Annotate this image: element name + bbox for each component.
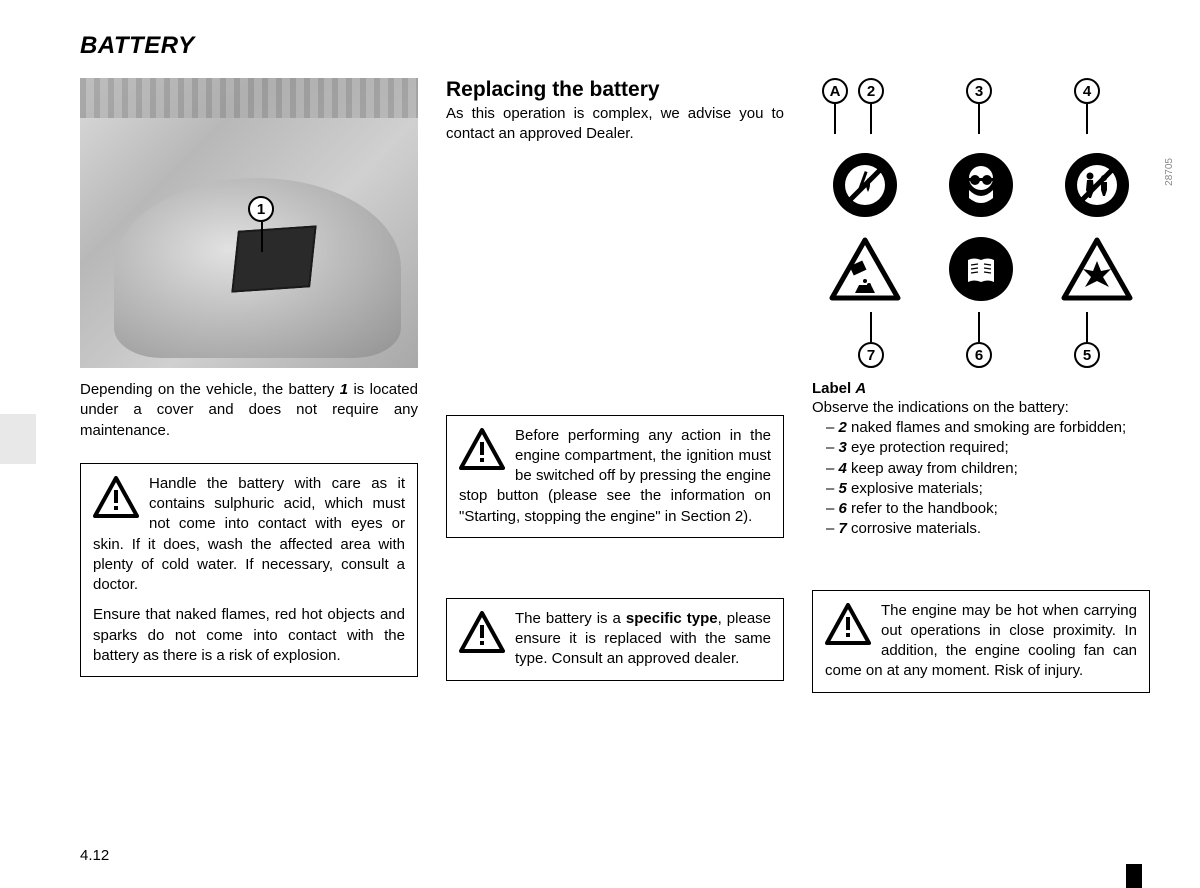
col1-intro-text: Depending on the vehicle, the battery 1 … [80, 380, 418, 441]
callout-2: 2 [858, 78, 884, 134]
callout-6: 6 [966, 312, 992, 368]
column-1: 1 38779 Depending on the vehicle, the ba… [80, 78, 418, 838]
callout-5: 5 [1074, 312, 1100, 368]
page-side-tab [0, 414, 36, 464]
col2-warning-box-2: The battery is a specific type, please e… [446, 598, 784, 681]
label-a-heading: Label A [812, 380, 1150, 397]
list-item: 6 refer to the handbook; [812, 499, 1150, 519]
list-item: 4 keep away from children; [812, 459, 1150, 479]
callout-leader [834, 104, 836, 134]
callout-leader [870, 104, 872, 134]
battery-shape [231, 225, 316, 292]
callout-7-circle: 7 [858, 342, 884, 368]
page-number: 4.12 [80, 847, 109, 864]
top-callouts-row: A 2 3 4 [812, 78, 1140, 134]
callout-1: 1 [248, 196, 274, 222]
callout-leader [1086, 312, 1088, 342]
col2-subtext: As this operation is complex, we advise … [446, 104, 784, 145]
list-text: corrosive materials. [847, 520, 981, 537]
column-3: 28705 A 2 3 4 [812, 78, 1150, 838]
list-item: 2 naked flames and smoking are forbidden… [812, 418, 1150, 438]
callout-3: 3 [966, 78, 992, 134]
list-text: eye protection required; [847, 439, 1009, 456]
page-title: BATTERY [80, 32, 1150, 60]
callout-A-circle: A [822, 78, 848, 104]
image-id-2: 28705 [1164, 158, 1175, 186]
col2-warn2-pre: The battery is a [515, 610, 626, 627]
label-a-pre: Label [812, 380, 855, 397]
callout-1-leader [261, 222, 263, 252]
callout-7: 7 [858, 312, 884, 368]
manual-page: BATTERY 1 38779 Depending on the vehicle… [0, 0, 1200, 888]
col2-warn2-bold: specific type [626, 610, 718, 627]
col1-warning-box: Handle the battery with care as it conta… [80, 463, 418, 677]
callout-leader [870, 312, 872, 342]
col1-warn-p1: Handle the battery with care as it conta… [93, 475, 405, 593]
warning-triangle-icon [459, 428, 505, 470]
list-num: 3 [839, 439, 847, 456]
explosive-icon [1061, 237, 1133, 301]
callout-4-circle: 4 [1074, 78, 1100, 104]
warning-triangle-icon [459, 611, 505, 653]
callout-leader [978, 104, 980, 134]
callout-2-circle: 2 [858, 78, 884, 104]
keep-from-children-icon [1065, 153, 1129, 217]
list-item: 3 eye protection required; [812, 438, 1150, 458]
col1-intro-pre: Depending on the vehicle, the battery [80, 381, 340, 398]
battery-label-diagram: 28705 A 2 3 4 [812, 78, 1150, 368]
list-num: 4 [839, 460, 847, 477]
list-num: 5 [839, 480, 847, 497]
callout-3-circle: 3 [966, 78, 992, 104]
col3-warn-text: The engine may be hot when carrying out … [825, 602, 1137, 680]
callout-1-circle: 1 [248, 196, 274, 222]
col1-intro-num: 1 [340, 381, 348, 398]
list-item: 7 corrosive materials. [812, 519, 1150, 539]
label-a-em: A [855, 380, 866, 397]
callout-6-circle: 6 [966, 342, 992, 368]
list-num: 2 [839, 419, 847, 436]
col2-warn1-text: Before performing any action in the engi… [459, 427, 771, 525]
callout-5-circle: 5 [1074, 342, 1100, 368]
warning-triangle-icon [825, 603, 871, 645]
section-tab-mark [1126, 864, 1142, 888]
read-handbook-icon [949, 237, 1013, 301]
list-text: keep away from children; [847, 460, 1018, 477]
list-num: 7 [839, 520, 847, 537]
list-text: explosive materials; [847, 480, 983, 497]
list-text: refer to the handbook; [847, 500, 998, 517]
eye-protection-icon [949, 153, 1013, 217]
col2-heading: Replacing the battery [446, 78, 784, 102]
pictogram-grid [822, 148, 1140, 306]
bottom-callouts-row: 7 6 5 [812, 312, 1140, 368]
list-text: naked flames and smoking are forbidden; [847, 419, 1126, 436]
no-flames-icon [833, 153, 897, 217]
callout-leader [1086, 104, 1088, 134]
corrosive-icon [829, 237, 901, 301]
list-item: 5 explosive materials; [812, 479, 1150, 499]
col3-warning-box: The engine may be hot when carrying out … [812, 590, 1150, 693]
col2-warning-box-1: Before performing any action in the engi… [446, 415, 784, 538]
column-2: Replacing the battery As this operation … [446, 78, 784, 838]
callout-leader [978, 312, 980, 342]
list-num: 6 [839, 500, 847, 517]
label-a-list: 2 naked flames and smoking are forbidden… [812, 418, 1150, 540]
callout-4: 4 [1074, 78, 1100, 134]
label-a-intro: Observe the indications on the battery: [812, 399, 1150, 416]
col1-warn-p2: Ensure that naked flames, red hot object… [93, 605, 405, 666]
callout-A: A [822, 78, 848, 134]
content-columns: 1 38779 Depending on the vehicle, the ba… [80, 78, 1150, 838]
engine-bay-photo: 1 38779 [80, 78, 418, 368]
warning-triangle-icon [93, 476, 139, 518]
